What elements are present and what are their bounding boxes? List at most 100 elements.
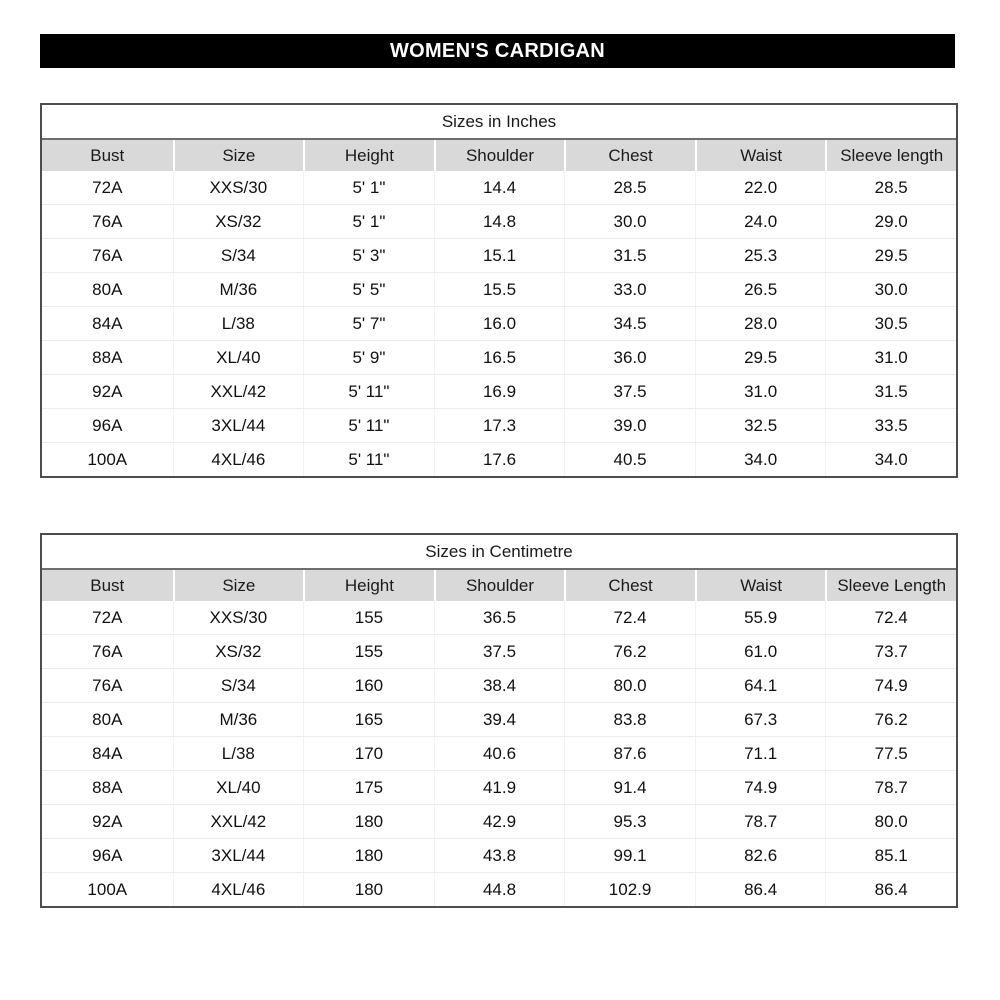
table-cell: 34.0: [825, 443, 956, 476]
column-header: Bust: [90, 145, 125, 165]
table-cell: 99.1: [564, 839, 695, 872]
table-body: 72A XXS/30 155 36.5 72.4 55.9 72.4 76A XS/32 155 3…: [42, 601, 956, 906]
column-header: Chest: [564, 570, 695, 601]
table-cell: 175: [303, 771, 434, 804]
table-cell: 41.9: [433, 771, 565, 804]
table-cell: 5' 5": [303, 273, 434, 306]
table-cell: 38.4: [433, 669, 565, 702]
table-cell: 17.3: [433, 409, 565, 442]
table-cell: 28.5: [564, 171, 695, 204]
table-cell: 83.8: [564, 703, 695, 736]
table-cell: 44.8: [433, 873, 565, 906]
table-cell: 73.7: [825, 635, 956, 668]
table-cell: 39.4: [433, 703, 565, 736]
column-header: Height: [303, 140, 434, 171]
table-title-centimetre: Sizes in Centimetre: [42, 535, 956, 570]
table-cell: M/36: [172, 273, 304, 306]
table-cell: 3XL/44: [172, 409, 304, 442]
column-header: Sleeve Length: [825, 570, 956, 601]
table-cell: 5' 1": [303, 171, 434, 204]
table-cell: 92A: [92, 381, 123, 401]
column-header: Sleeve length: [825, 140, 956, 171]
table-cell: 80A: [92, 709, 123, 729]
page-title-bar: WOMEN'S CARDIGAN: [40, 34, 955, 68]
table-cell: 28.5: [825, 171, 956, 204]
table-cell: 40.6: [433, 737, 565, 770]
table-cell: 33.5: [825, 409, 956, 442]
table-cell: 76A: [92, 245, 123, 265]
table-row: 84A L/38 5' 7" 16.0 34.5 28.0 30.5: [42, 306, 956, 340]
table-cell: 80.0: [564, 669, 695, 702]
table-cell: 76A: [92, 675, 123, 695]
table-cell: 14.8: [433, 205, 565, 238]
table-cell: 91.4: [564, 771, 695, 804]
table-cell: 5' 11": [303, 375, 434, 408]
table-cell: 17.6: [433, 443, 565, 476]
table-cell: 36.0: [564, 341, 695, 374]
table-cell: XS/32: [172, 635, 304, 668]
table-cell: 72A: [92, 607, 123, 627]
table-cell: XL/40: [172, 341, 304, 374]
table-cell: 95.3: [564, 805, 695, 838]
table-cell: 14.4: [433, 171, 565, 204]
table-cell: 92A: [92, 811, 123, 831]
table-row: 72A XXS/30 5' 1" 14.4 28.5 22.0 28.5: [42, 171, 956, 204]
table-cell: 29.5: [694, 341, 826, 374]
table-cell: 29.5: [825, 239, 956, 272]
table-cell: 36.5: [433, 601, 565, 634]
table-cell: 32.5: [694, 409, 826, 442]
table-row: 96A 3XL/44 5' 11" 17.3 39.0 32.5 33.5: [42, 408, 956, 442]
table-cell: 55.9: [694, 601, 826, 634]
table-cell: XL/40: [172, 771, 304, 804]
table-header-row: Bust Size Height Shoulder Chest Waist Sleeve L…: [42, 570, 956, 601]
table-cell: 61.0: [694, 635, 826, 668]
table-cell: 5' 1": [303, 205, 434, 238]
column-header: Bust: [90, 575, 125, 595]
table-cell: 86.4: [825, 873, 956, 906]
table-cell: 5' 3": [303, 239, 434, 272]
table-cell: 67.3: [694, 703, 826, 736]
table-cell: 77.5: [825, 737, 956, 770]
table-cell: 15.5: [433, 273, 565, 306]
table-row: 76A XS/32 155 37.5 76.2 61.0 73.7: [42, 634, 956, 668]
table-cell: 26.5: [694, 273, 826, 306]
table-cell: 74.9: [825, 669, 956, 702]
column-header: Size: [172, 570, 304, 601]
table-cell: 22.0: [694, 171, 826, 204]
table-cell: 29.0: [825, 205, 956, 238]
table-row: 88A XL/40 175 41.9 91.4 74.9 78.7: [42, 770, 956, 804]
table-cell: 100A: [87, 879, 128, 899]
table-cell: L/38: [172, 737, 304, 770]
table-row: 100A 4XL/46 5' 11" 17.6 40.5 34.0 34.0: [42, 442, 956, 476]
table-body: 72A XXS/30 5' 1" 14.4 28.5 22.0 28.5 76A XS/32 5'…: [42, 171, 956, 476]
column-header: Height: [303, 570, 434, 601]
table-cell: 155: [303, 635, 434, 668]
table-cell: XXL/42: [172, 805, 304, 838]
table-cell: 5' 11": [303, 443, 434, 476]
table-cell: 180: [303, 873, 434, 906]
table-row: 72A XXS/30 155 36.5 72.4 55.9 72.4: [42, 601, 956, 634]
table-cell: 34.0: [694, 443, 826, 476]
table-cell: XS/32: [172, 205, 304, 238]
table-cell: 15.1: [433, 239, 565, 272]
table-cell: 170: [303, 737, 434, 770]
table-row: 76A S/34 5' 3" 15.1 31.5 25.3 29.5: [42, 238, 956, 272]
table-cell: 78.7: [825, 771, 956, 804]
table-cell: 31.5: [825, 375, 956, 408]
table-cell: XXL/42: [172, 375, 304, 408]
table-cell: 102.9: [564, 873, 695, 906]
table-cell: 40.5: [564, 443, 695, 476]
table-cell: 5' 11": [303, 409, 434, 442]
table-cell: 76.2: [564, 635, 695, 668]
table-header-row: Bust Size Height Shoulder Chest Waist Sleeve l…: [42, 140, 956, 171]
table-cell: 25.3: [694, 239, 826, 272]
column-header: Waist: [694, 570, 826, 601]
table-cell: 33.0: [564, 273, 695, 306]
table-cell: 82.6: [694, 839, 826, 872]
table-cell: 87.6: [564, 737, 695, 770]
table-cell: 76A: [92, 211, 123, 231]
table-cell: 31.5: [564, 239, 695, 272]
table-cell: 34.5: [564, 307, 695, 340]
table-title-inches: Sizes in Inches: [42, 105, 956, 140]
table-cell: 96A: [92, 415, 123, 435]
